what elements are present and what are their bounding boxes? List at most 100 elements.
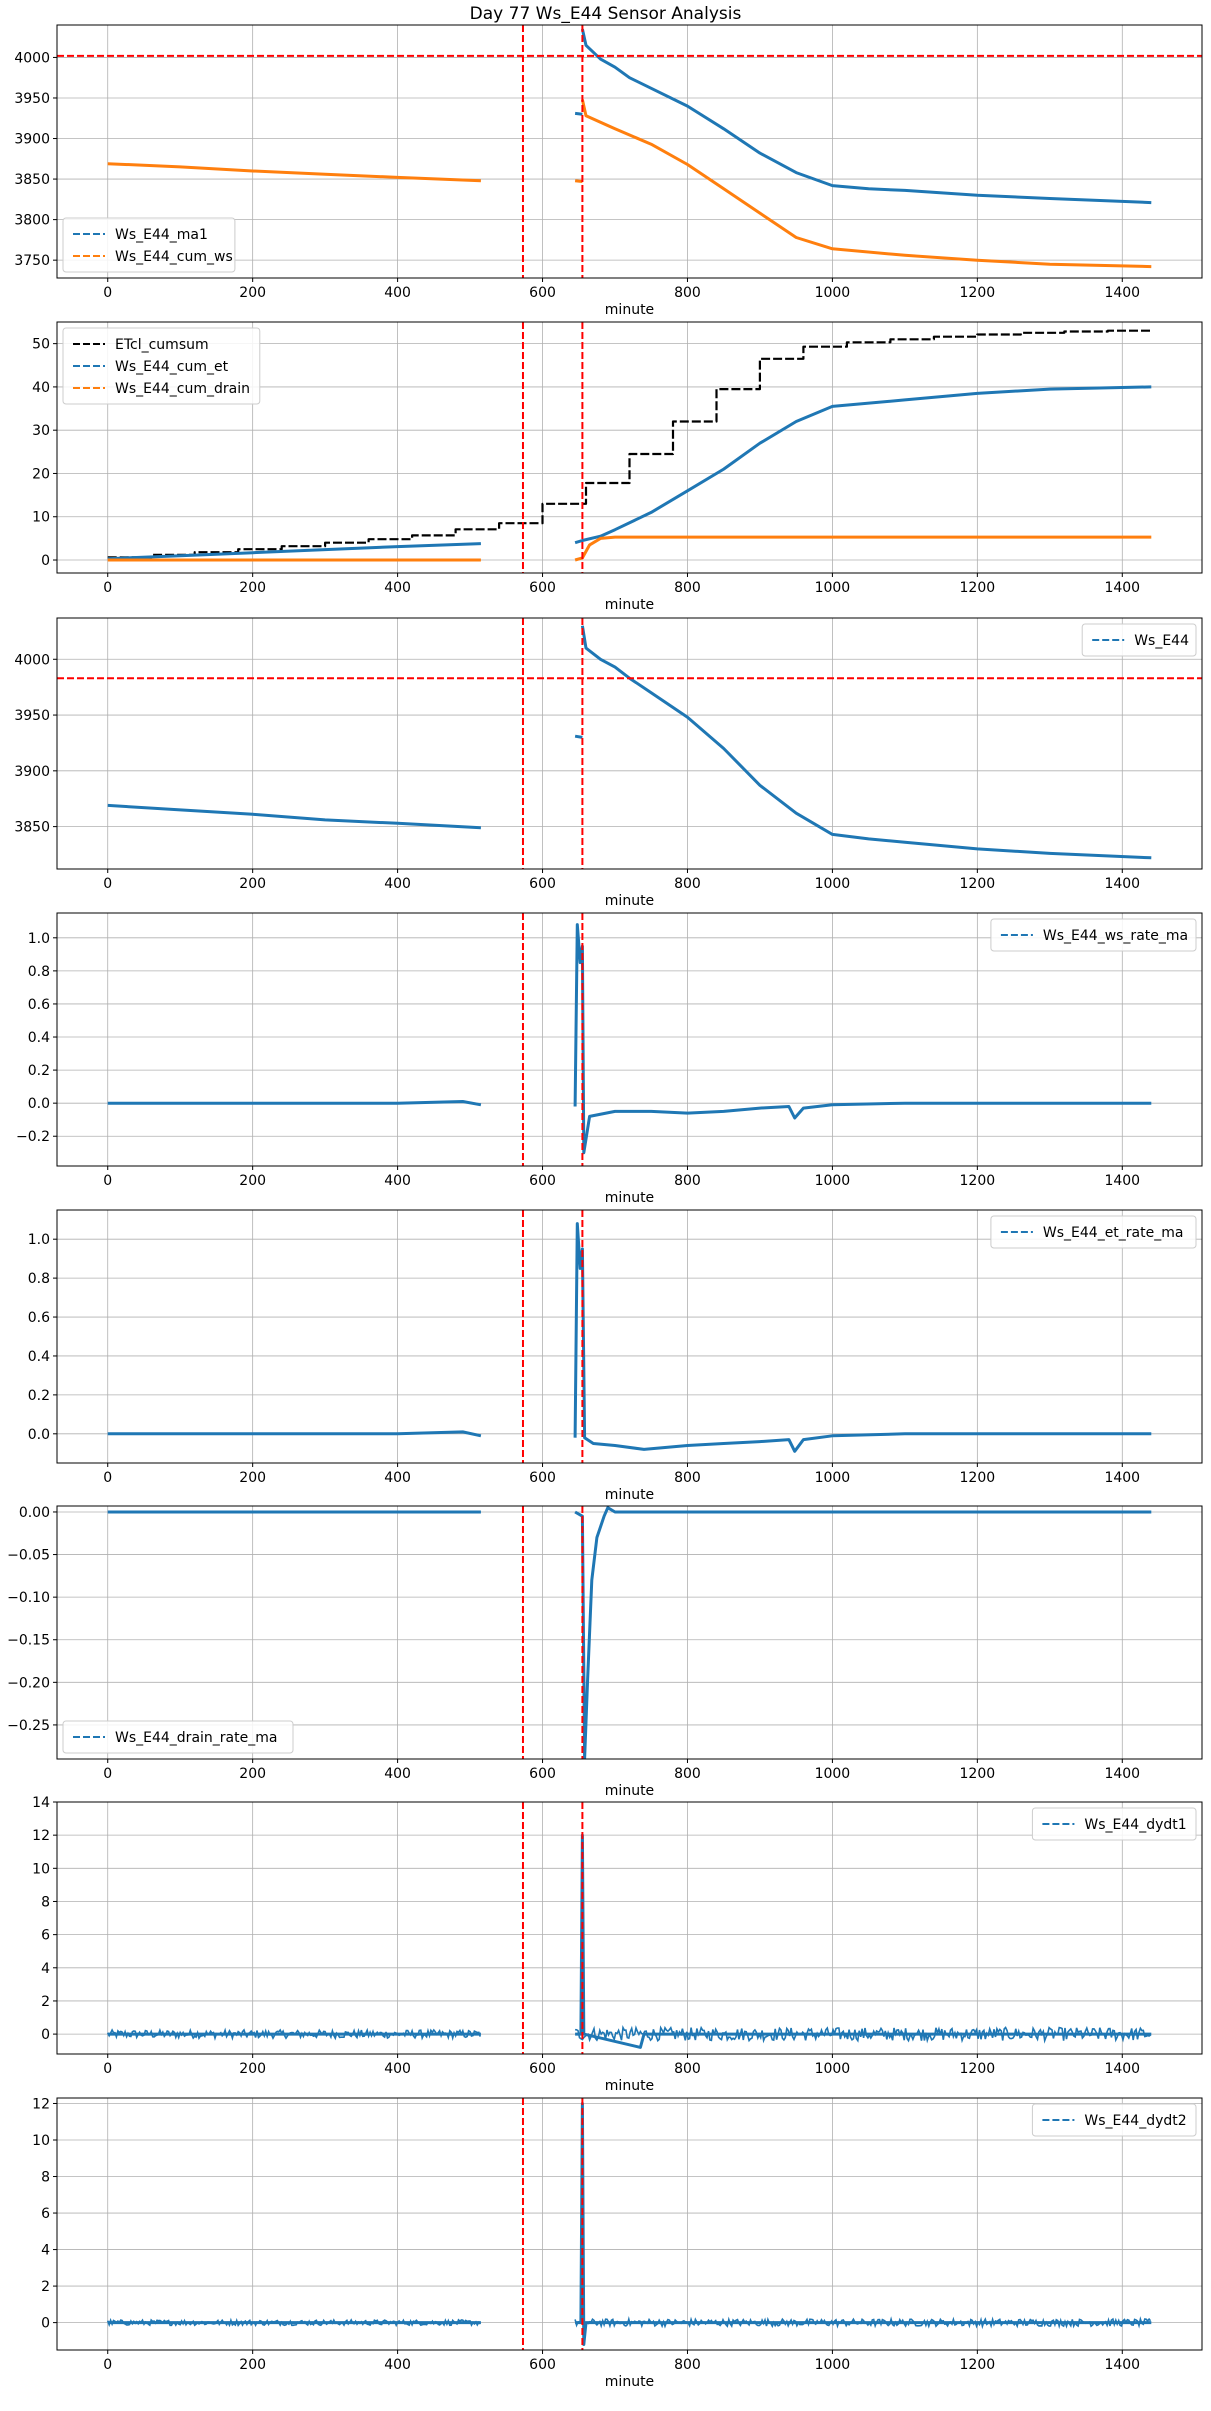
- y-tick-label: 3850: [14, 172, 50, 188]
- legend: Ws_E44_ws_rate_ma: [990, 918, 1197, 952]
- chart-panel-4: 0 200 400 600 800 1000 1200 1400 −0.2 0.0 0.2 0.4 0.…: [16, 912, 1203, 1206]
- y-tick-label: 14: [32, 1795, 50, 1811]
- series-line-Ws_E44_ws_rate_ma: [573, 923, 1152, 1155]
- x-tick-label: 1200: [960, 580, 996, 596]
- x-tick-label: 400: [384, 1766, 411, 1782]
- legend-label: Ws_E44_dydt2: [1084, 2113, 1186, 2129]
- x-tick-label: 800: [674, 876, 701, 892]
- x-tick-label: 1200: [960, 285, 996, 301]
- x-tick-label: 1400: [1104, 1470, 1140, 1486]
- x-tick-label: 1200: [960, 1766, 996, 1782]
- x-tick-label: 800: [674, 1173, 701, 1189]
- y-tick-label: 8: [41, 1894, 50, 1910]
- legend: ETcl_cumsum Ws_E44_cum_et Ws_E44_cum_drain: [62, 327, 261, 405]
- x-tick-label: 400: [384, 876, 411, 892]
- x-tick-label: 1000: [815, 1766, 851, 1782]
- legend: Ws_E44: [1081, 623, 1197, 657]
- x-axis-label: minute: [605, 597, 654, 613]
- y-tick-label: 1.0: [28, 931, 50, 947]
- x-tick-label: 600: [529, 580, 556, 596]
- y-tick-label: 0.4: [28, 1349, 50, 1365]
- y-tick-label: 3950: [14, 708, 50, 724]
- y-tick-label: 0.6: [28, 997, 50, 1013]
- series-line-Ws_E44_dydt1: [575, 1833, 1152, 2049]
- plot-area: [57, 25, 1202, 278]
- x-tick-label: 800: [674, 285, 701, 301]
- y-tick-label: 12: [32, 2096, 50, 2112]
- y-tick-label: 4000: [14, 652, 50, 668]
- x-tick-label: 1400: [1104, 1173, 1140, 1189]
- x-tick-label: 1200: [960, 2357, 996, 2373]
- x-tick-label: 200: [239, 2061, 266, 2077]
- y-tick-label: 4: [41, 1961, 50, 1977]
- plot-area: [107, 322, 1152, 573]
- series-line-Ws_E44_et_rate_ma: [573, 1222, 1152, 1453]
- legend-label: Ws_E44_ws_rate_ma: [1043, 928, 1188, 944]
- x-tick-label: 1400: [1104, 285, 1140, 301]
- axes-frame: [56, 912, 1203, 1167]
- y-tick-label: 0.6: [28, 1310, 50, 1326]
- plot-area: [106, 1802, 1152, 2054]
- x-tick-label: 400: [384, 580, 411, 596]
- legend-label: Ws_E44_ma1: [115, 227, 208, 243]
- series-line-Ws_E44_et_rate_ma: [107, 1430, 482, 1438]
- figure-title: Day 77 Ws_E44 Sensor Analysis: [469, 4, 742, 24]
- y-tick-label: 0.4: [28, 1030, 50, 1046]
- x-tick-label: 0: [103, 2061, 112, 2077]
- series-line-Ws_E44: [107, 803, 481, 830]
- y-tick-label: −0.10: [7, 1590, 50, 1606]
- chart-panel-5: 0 200 400 600 800 1000 1200 1400 0.0 0.2 0.4 0.6 0.8…: [28, 1209, 1203, 1503]
- x-tick-label: 800: [674, 580, 701, 596]
- x-tick-label: 1000: [815, 876, 851, 892]
- series-line-Ws_E44_cum_et: [574, 385, 1152, 545]
- x-tick-label: 800: [674, 2357, 701, 2373]
- legend-box: [62, 1720, 294, 1754]
- y-tick-label: −0.05: [7, 1548, 50, 1564]
- legend-label: ETcl_cumsum: [115, 337, 209, 353]
- axes-frame: [56, 1505, 1203, 1760]
- legend-label: Ws_E44_et_rate_ma: [1043, 1225, 1184, 1241]
- x-tick-label: 1000: [815, 2357, 851, 2373]
- x-axis-label: minute: [605, 2374, 654, 2390]
- y-tick-label: 2: [41, 2279, 50, 2295]
- plot-area: [107, 1210, 1152, 1463]
- x-tick-label: 1400: [1104, 580, 1140, 596]
- legend: Ws_E44_dydt2: [1031, 2103, 1197, 2137]
- x-tick-label: 0: [103, 2357, 112, 2373]
- x-axis-label: minute: [605, 893, 654, 909]
- x-tick-label: 200: [239, 1470, 266, 1486]
- y-tick-label: 0: [41, 553, 50, 569]
- axes-frame: [56, 617, 1203, 870]
- x-tick-label: 0: [103, 1470, 112, 1486]
- x-tick-label: 0: [103, 1766, 112, 1782]
- axes-frame: [56, 2097, 1203, 2351]
- y-tick-label: 0: [41, 2316, 50, 2332]
- x-tick-label: 200: [239, 876, 266, 892]
- x-tick-label: 1000: [815, 1173, 851, 1189]
- legend-box: [1031, 2103, 1197, 2137]
- x-axis-label: minute: [605, 1783, 654, 1799]
- plot-area: [57, 618, 1202, 869]
- legend-label: Ws_E44_cum_drain: [115, 381, 250, 397]
- series-line-Ws_E44_cum_ws: [107, 162, 481, 183]
- plot-area: [107, 913, 1152, 1166]
- x-tick-label: 200: [239, 580, 266, 596]
- x-tick-label: 1400: [1104, 2357, 1140, 2373]
- legend-box: [990, 918, 1197, 952]
- series-line-Ws_E44_ma1: [580, 28, 1152, 205]
- y-tick-label: 0.2: [28, 1063, 50, 1079]
- chart-panel-6: 0 200 400 600 800 1000 1200 1400 −0.25 −0.20 −0.15…: [7, 1505, 1203, 1799]
- legend: Ws_E44_et_rate_ma: [990, 1215, 1197, 1249]
- y-tick-label: 3750: [14, 253, 50, 269]
- x-tick-label: 400: [384, 285, 411, 301]
- legend: Ws_E44_ma1 Ws_E44_cum_ws: [62, 217, 236, 273]
- legend: Ws_E44_drain_rate_ma: [62, 1720, 294, 1754]
- x-tick-label: 1400: [1104, 1766, 1140, 1782]
- y-tick-label: 0.8: [28, 964, 50, 980]
- series-line-Ws_E44_cum_ws: [574, 179, 583, 183]
- legend-box: [1081, 623, 1197, 657]
- legend-box: [990, 1215, 1197, 1249]
- x-tick-label: 1400: [1104, 876, 1140, 892]
- legend-label: Ws_E44_cum_ws: [115, 249, 233, 265]
- x-tick-label: 200: [239, 2357, 266, 2373]
